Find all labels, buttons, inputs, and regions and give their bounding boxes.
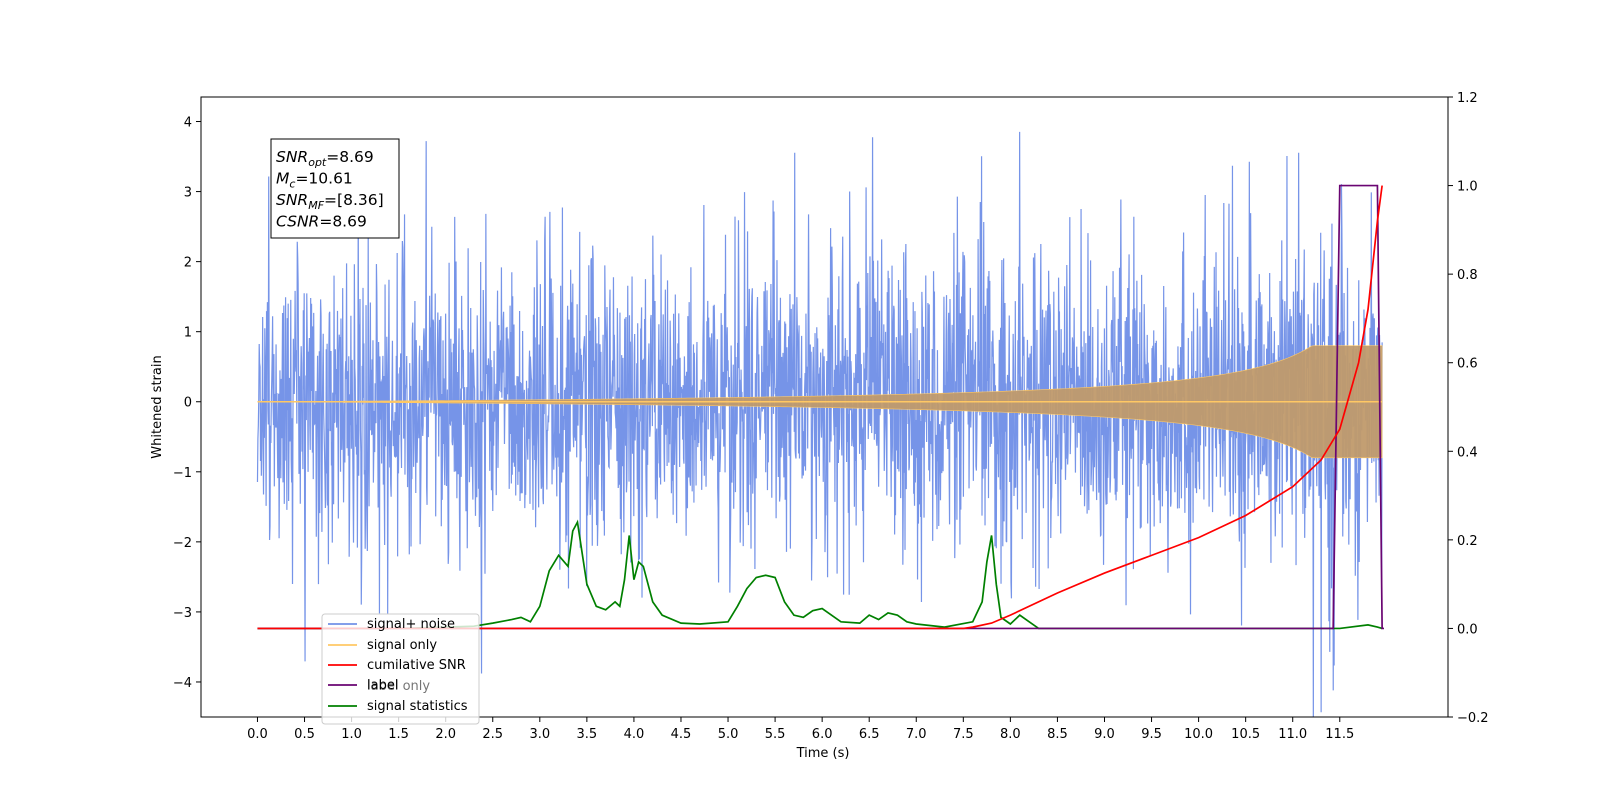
x-tick-label: 0.5 (294, 727, 315, 742)
annotation-symbol: CSNR (276, 213, 319, 231)
left-y-axis-label: Whitened strain (150, 355, 165, 458)
right-y-tick-label: 0.2 (1457, 534, 1478, 549)
left-y-tick-label: −4 (173, 676, 192, 691)
right-y-tick-label: 1.2 (1457, 91, 1478, 106)
right-y-tick-label: 1.0 (1457, 180, 1478, 195)
x-tick-label: 8.5 (1047, 727, 1068, 742)
legend-label: signal only (367, 638, 437, 653)
legend-entry: signal+ noise (328, 617, 455, 632)
x-tick-label: 10.0 (1184, 727, 1213, 742)
axes-frame (200, 96, 1449, 718)
x-tick-label: 11.5 (1325, 727, 1354, 742)
legend-entry: label (328, 678, 398, 693)
x-tick-label: 6.5 (859, 727, 880, 742)
x-tick-label: 3.5 (577, 727, 598, 742)
left-y-tick-label: 1 (184, 326, 192, 341)
x-tick-label: 3.0 (529, 727, 550, 742)
x-tick-label: 5.5 (765, 727, 786, 742)
x-tick-label: 7.5 (953, 727, 974, 742)
legend-entry: cumilative SNR (328, 658, 466, 673)
right-y-tick-label: 0.8 (1457, 268, 1478, 283)
plot-area (256, 131, 1384, 717)
legend-entry: signal only (328, 638, 437, 653)
legend-label: signal statistics (367, 699, 468, 714)
right-y-tick-label: 0.0 (1457, 622, 1478, 637)
legend-entry: label only (367, 679, 430, 694)
x-tick-label: 1.0 (341, 727, 362, 742)
annotation-value: =8.69 (326, 148, 374, 166)
left-y-tick-label: −3 (173, 606, 192, 621)
x-tick-label: 4.5 (671, 727, 692, 742)
right-y-axis: −0.2 0.0 0.2 0.4 0.6 0.8 1.0 1.2 (1448, 91, 1489, 726)
annotation-line: Mc=10.61 (276, 170, 353, 191)
x-tick-label: 11.0 (1278, 727, 1307, 742)
annotation-value: =10.61 (295, 170, 352, 188)
annotation-subscript: opt (308, 156, 327, 169)
x-tick-label: 2.5 (482, 727, 503, 742)
annotation-frame (270, 138, 400, 239)
legend-label: label (367, 678, 398, 693)
x-axis: 0.0 0.5 1.0 1.5 2.0 2.5 3.0 3.5 4.0 4.5 5.0 5.5 6.0 6… (247, 717, 1354, 742)
right-y-tick-label: −0.2 (1457, 711, 1489, 726)
annotation-value: =[8.36] (324, 191, 384, 209)
x-tick-label: 10.5 (1231, 727, 1260, 742)
legend-label: signal+ noise (367, 617, 455, 632)
legend-label: label only (367, 679, 430, 694)
x-tick-label: 0.0 (247, 727, 268, 742)
annotation-line: SNRopt=8.69 (276, 148, 374, 169)
annotation-symbol: SNR (276, 148, 308, 166)
legend-label: cumilative SNR (367, 658, 466, 673)
left-y-axis: −4 −3 −2 −1 0 1 2 3 4 (173, 116, 201, 691)
x-tick-label: 7.0 (906, 727, 927, 742)
left-y-tick-label: 4 (184, 116, 192, 131)
x-tick-label: 6.0 (812, 727, 833, 742)
annotation-symbol: SNR (276, 191, 308, 209)
x-tick-label: 5.0 (718, 727, 739, 742)
annotation-value: =8.69 (319, 213, 367, 231)
x-tick-label: 8.0 (1000, 727, 1021, 742)
left-y-tick-label: 0 (184, 396, 192, 411)
x-tick-label: 4.0 (624, 727, 645, 742)
annotation-subscript: MF (308, 199, 324, 212)
x-tick-label: 1.5 (388, 727, 409, 742)
x-tick-label: 9.0 (1094, 727, 1115, 742)
label-line (257, 184, 1384, 630)
right-y-tick-label: 0.6 (1457, 357, 1478, 372)
x-axis-label: Time (s) (796, 746, 850, 761)
annotation-subscript: c (289, 178, 295, 191)
left-y-tick-label: −1 (173, 466, 192, 481)
cumilative-snr-line (257, 185, 1383, 630)
right-y-tick-label: 0.4 (1457, 445, 1478, 460)
x-tick-label: 9.5 (1141, 727, 1162, 742)
x-tick-label: 2.0 (435, 727, 456, 742)
annotation-line: CSNR=8.69 (276, 213, 367, 231)
left-y-tick-label: 3 (184, 186, 192, 201)
annotation-symbol: M (276, 170, 289, 188)
left-y-tick-label: −2 (173, 536, 192, 551)
legend: signal+ noise signal only cumilative SNR la… (321, 613, 480, 725)
annotation-line: SNRMF=[8.36] (276, 191, 384, 212)
legend-frame (321, 613, 480, 725)
legend-entry: signal statistics (328, 699, 468, 714)
left-y-tick-label: 2 (184, 256, 192, 271)
